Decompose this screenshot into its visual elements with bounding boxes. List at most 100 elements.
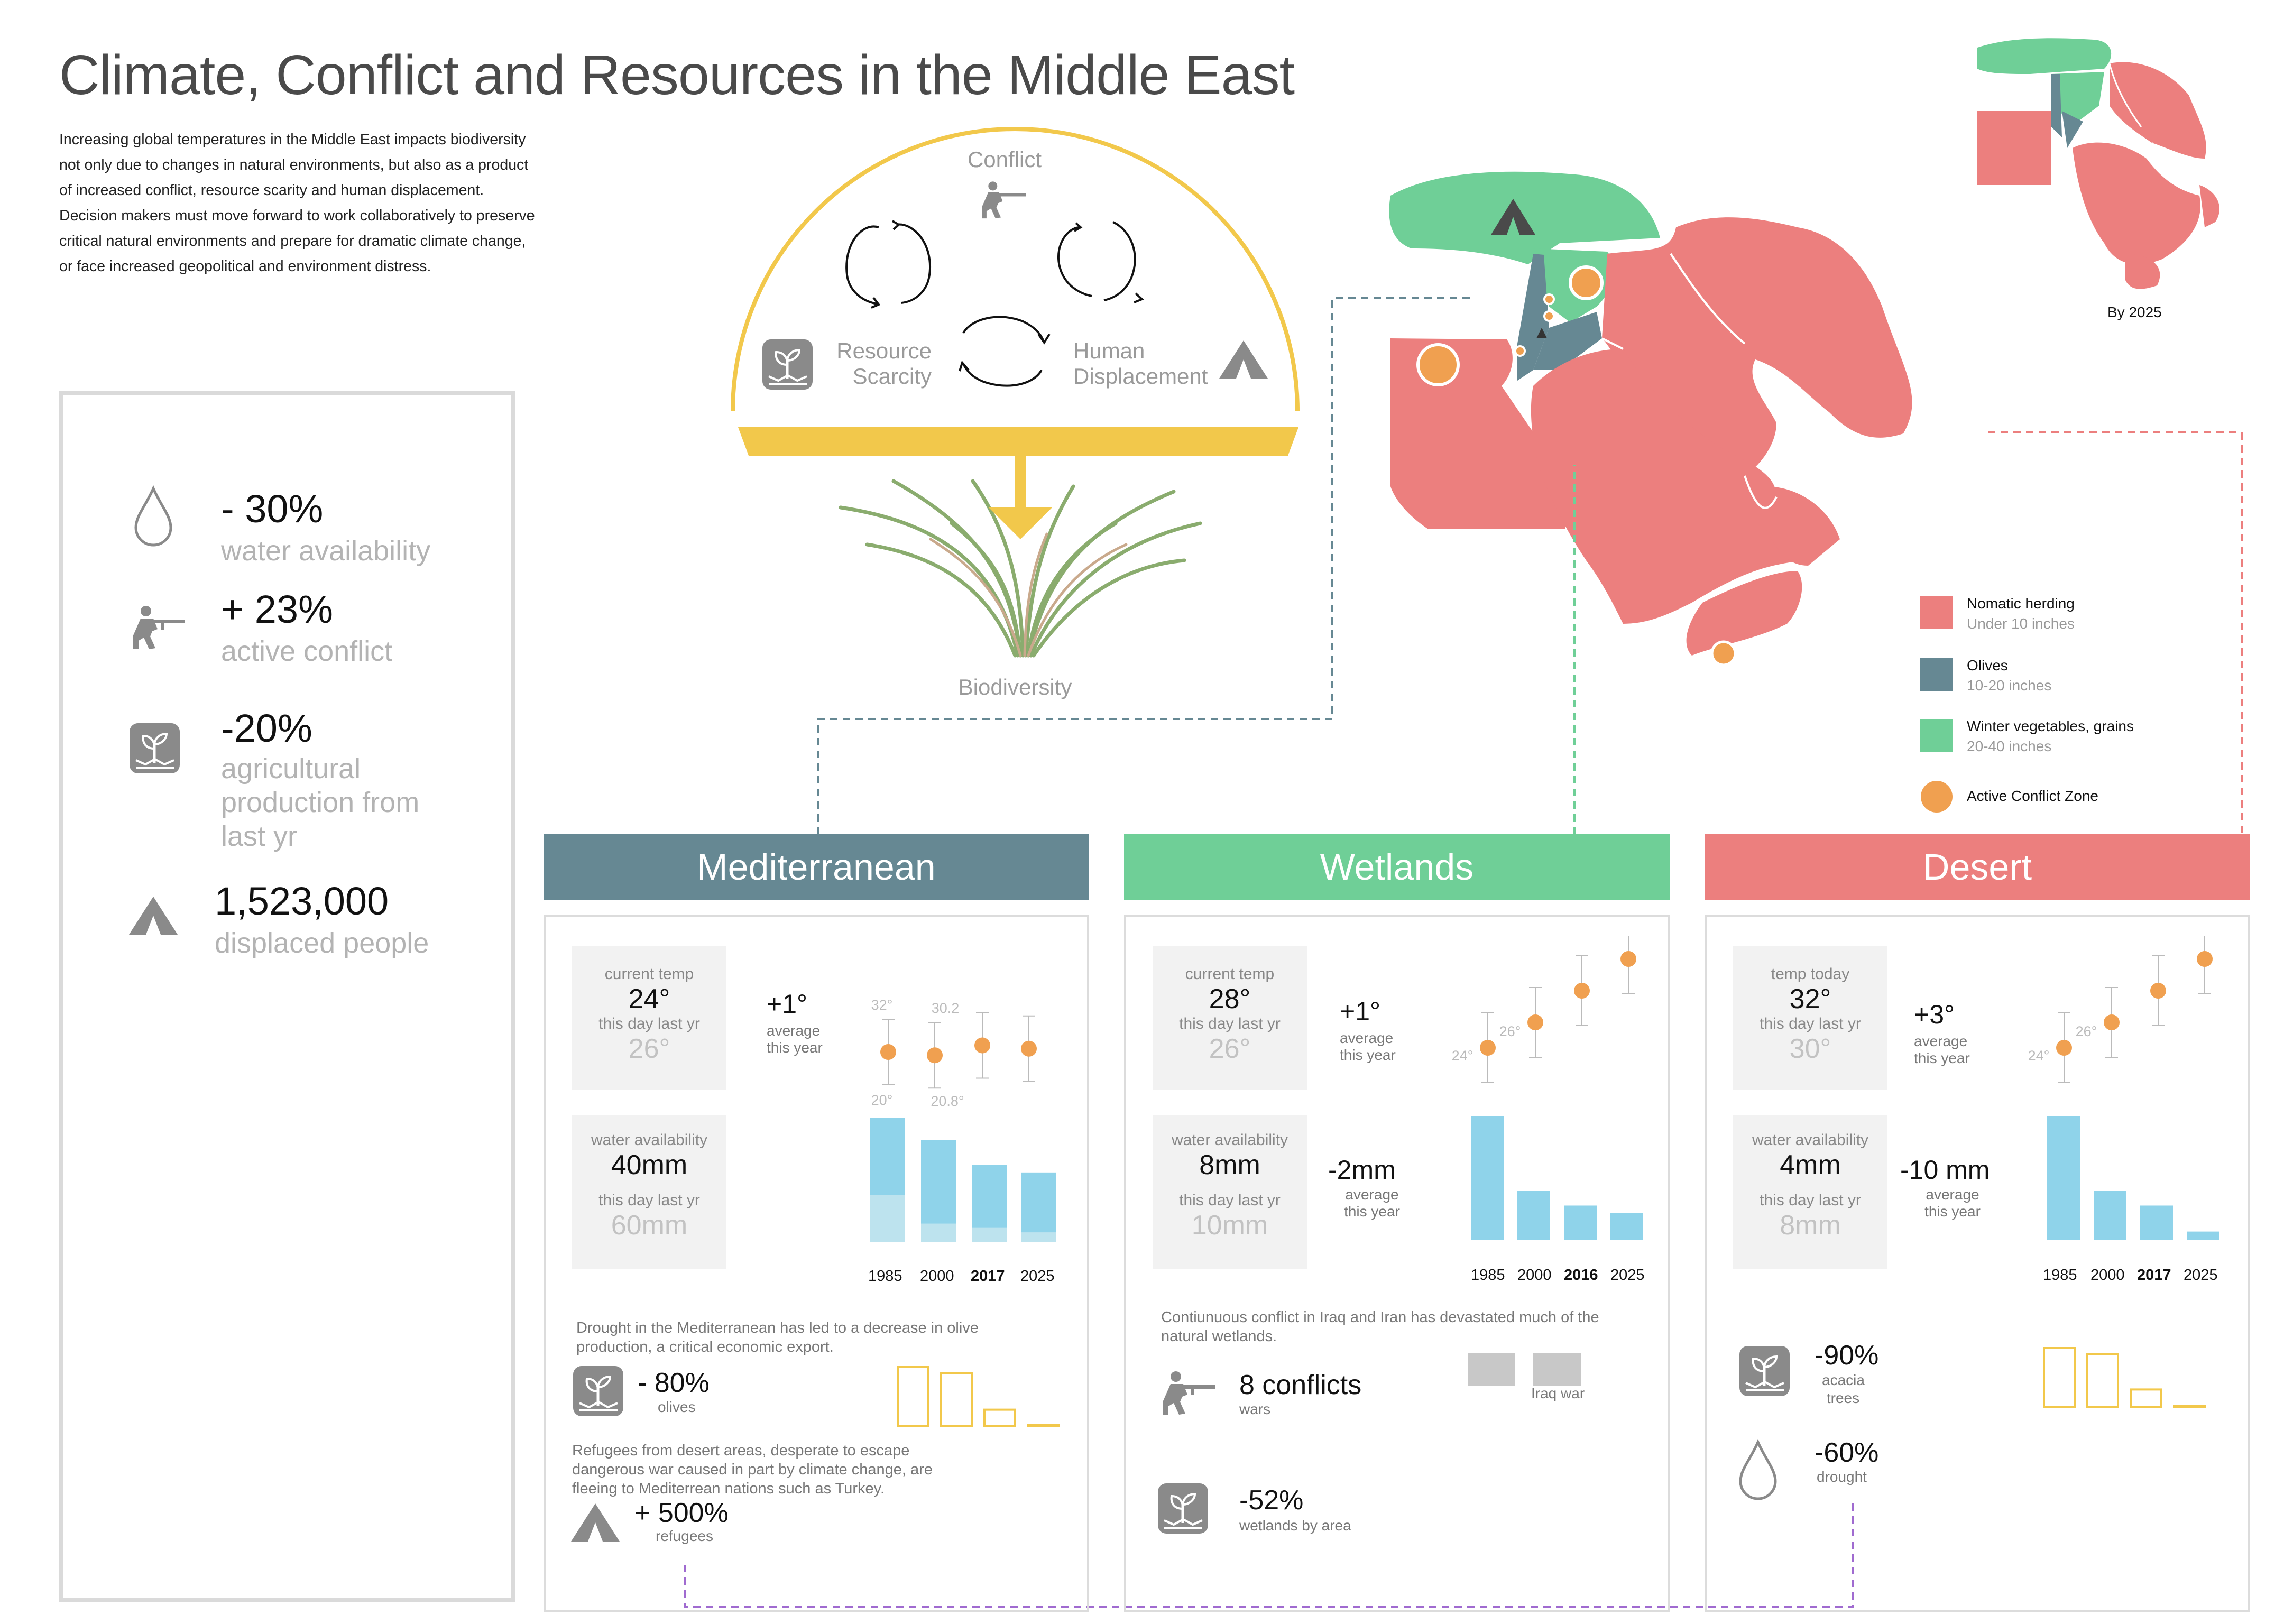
med-temp-prev: 26° (628, 1034, 670, 1064)
conflict-soldier-icon (982, 181, 1026, 219)
med-temp-delta-label: average this year (767, 1022, 823, 1056)
legend-olives-sub: 10-20 inches (1967, 677, 2052, 694)
med-temp-delta: +1° (767, 989, 808, 1019)
wet-water-card: water availability 8mm this day last yr … (1153, 1115, 1307, 1269)
wet-conflict-chart (1468, 1353, 1581, 1386)
med-tick-2000-high: 30.2 (932, 1000, 960, 1016)
cycle-biodiversity-label: Biodiversity (958, 675, 1072, 699)
conflict-stat-value: + 23% (221, 587, 333, 631)
wet-tick-1985: 24° (1452, 1048, 1473, 1064)
map-zone-desert-iraq-iran (1602, 217, 1912, 476)
wet-temp-card: current temp 28° this day last yr 26° (1153, 946, 1307, 1090)
temp-point (974, 1037, 990, 1054)
des-temp-card: temp today 32° this day last yr 30° (1733, 946, 1887, 1090)
conflict-dot (1514, 345, 1526, 357)
decline-bar (2173, 1405, 2206, 1409)
med-water-prev-label: this day last yr (598, 1192, 700, 1209)
decline-bar (983, 1408, 1016, 1427)
wet-temp-label: current temp (1185, 965, 1275, 983)
legend-grains-sub: 20-40 inches (1967, 738, 2052, 754)
des-acacia-value: -90% (1815, 1340, 1879, 1371)
des-drop-icon (1739, 1439, 1777, 1500)
legend-olives-title: Olives (1967, 657, 2008, 673)
water-bar-prev (921, 1223, 956, 1242)
wet-plant-icon (1158, 1483, 1208, 1534)
summary-panel (59, 391, 515, 1602)
wet-temp-delta-label: average this year (1340, 1030, 1396, 1063)
war-block (1468, 1353, 1515, 1386)
des-temp-prev-label: this day last yr (1760, 1015, 1861, 1032)
water-bar-prev (1021, 1232, 1056, 1242)
decline-bar (2086, 1353, 2119, 1409)
temp-point (2104, 1014, 2120, 1030)
med-water-prev: 60mm (611, 1210, 688, 1241)
region-header-desert: Desert (1705, 834, 2250, 900)
med-temp-chart: 32° 20° 30.2 20.8° (871, 997, 1037, 1109)
des-water-card: water availability 4mm this day last yr … (1733, 1115, 1887, 1269)
cycle-human-label: Human Displacement (1073, 338, 1208, 389)
region-map (1389, 171, 1912, 667)
med-year-2000: 2000 (920, 1268, 954, 1285)
des-water-label: water availability (1752, 1131, 1869, 1149)
med-temp-label: current temp (604, 965, 694, 983)
region-panel-desert (1705, 915, 2250, 1612)
med-tick-1985-high: 32° (871, 997, 893, 1013)
wet-year-1985: 1985 (1471, 1267, 1505, 1284)
agri-stat-value: -20% (221, 706, 312, 750)
water-bar (1471, 1116, 1504, 1240)
des-water-chart (2047, 1116, 2219, 1240)
legend-conflict-title: Active Conflict Zone (1967, 788, 2098, 804)
water-stat-label: water availability (221, 535, 431, 567)
med-olive-value: - 80% (638, 1368, 710, 1398)
des-temp-delta: +3° (1914, 1000, 1955, 1029)
plant-icon (130, 723, 180, 773)
decline-bar (897, 1366, 929, 1427)
med-plant-icon (573, 1366, 623, 1416)
legend-herding-sub: Under 10 inches (1967, 615, 2075, 632)
displaced-stat-label: displaced people (215, 927, 429, 959)
inset-map (1977, 38, 2220, 289)
temp-point (1620, 951, 1636, 967)
wet-temp-prev: 26° (1209, 1034, 1251, 1064)
conflict-dot (1543, 293, 1555, 305)
wet-conflicts-value: 8 conflicts (1239, 1370, 1362, 1400)
des-year-2025: 2025 (2184, 1267, 2218, 1284)
conflict-dot (1543, 310, 1555, 322)
med-refugee-label: refugees (656, 1528, 713, 1544)
war-block (1533, 1353, 1581, 1386)
wet-water-prev-label: this day last yr (1179, 1192, 1281, 1209)
soldier-icon (133, 606, 185, 649)
med-temp-value: 24° (628, 984, 670, 1014)
wet-note-conflict: Contiunuous conflict in Iraq and Iran ha… (1161, 1309, 1599, 1345)
des-tick-1985: 24° (2028, 1048, 2050, 1064)
legend-swatch-grains (1920, 719, 1953, 752)
agri-stat-label: agricultural production from last yr (221, 753, 420, 852)
wet-temp-chart: 24° 26° (1452, 936, 1636, 1083)
water-bar (2094, 1191, 2126, 1240)
des-temp-value: 32° (1789, 984, 1831, 1014)
region-panel-wetlands (1124, 915, 1670, 1612)
des-year-2000: 2000 (2090, 1267, 2125, 1284)
temp-point (880, 1044, 896, 1060)
des-temp-chart: 24° 26° (2028, 936, 2213, 1083)
legend-conflict-dot (1921, 781, 1953, 813)
water-bar-prev (972, 1227, 1007, 1242)
water-drop-icon (134, 485, 172, 547)
region-header-wetlands: Wetlands (1124, 834, 1670, 900)
med-year-2025: 2025 (1020, 1268, 1055, 1285)
des-water-delta: -10 mm (1900, 1155, 1990, 1185)
des-temp-delta-label: average this year (1914, 1033, 1970, 1066)
des-acacia-chart (2043, 1347, 2206, 1409)
med-year-2017: 2017 (971, 1268, 1005, 1285)
des-year-1985: 1985 (2043, 1267, 2077, 1284)
wet-conflicts-label: wars (1239, 1401, 1271, 1417)
des-temp-label: temp today (1771, 965, 1850, 983)
wet-soldier-icon (1163, 1371, 1215, 1415)
temp-point (1021, 1040, 1037, 1057)
page-title: Climate, Conflict and Resources in the M… (59, 44, 1295, 106)
wet-water-delta: -2mm (1328, 1155, 1396, 1185)
des-drought-value: -60% (1815, 1437, 1879, 1468)
conflict-dot (1416, 343, 1460, 386)
decline-bar (2043, 1347, 2076, 1408)
decline-bar (940, 1372, 973, 1428)
